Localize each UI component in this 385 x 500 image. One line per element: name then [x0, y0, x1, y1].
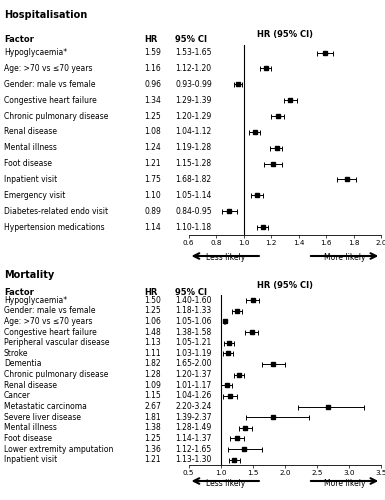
Text: Peripheral vascular disease: Peripheral vascular disease	[4, 338, 109, 347]
Text: Factor: Factor	[4, 35, 34, 44]
Text: 1.10-1.18: 1.10-1.18	[175, 222, 211, 232]
Text: 2.20-3.24: 2.20-3.24	[175, 402, 211, 411]
Text: Mental illness: Mental illness	[4, 144, 57, 152]
Text: 1.14: 1.14	[144, 222, 161, 232]
Text: 1.38: 1.38	[144, 424, 161, 432]
Text: 1.48: 1.48	[144, 328, 161, 336]
Text: 1.25: 1.25	[144, 306, 161, 316]
Text: 1.53-1.65: 1.53-1.65	[175, 48, 212, 57]
Text: Foot disease: Foot disease	[4, 434, 52, 443]
Text: Gender: male vs female: Gender: male vs female	[4, 306, 95, 316]
Text: Congestive heart failure: Congestive heart failure	[4, 96, 97, 104]
Text: 1.13: 1.13	[144, 338, 161, 347]
Text: Less likely: Less likely	[206, 254, 245, 262]
Text: 1.40-1.60: 1.40-1.60	[175, 296, 212, 304]
Text: Hypertension medications: Hypertension medications	[4, 222, 104, 232]
Text: More likely: More likely	[324, 478, 365, 488]
Text: 1.05-1.06: 1.05-1.06	[175, 317, 212, 326]
Text: HR (95% CI): HR (95% CI)	[257, 280, 313, 289]
Text: 0.93-0.99: 0.93-0.99	[175, 80, 212, 89]
Text: 1.05-1.14: 1.05-1.14	[175, 191, 211, 200]
Text: Less likely: Less likely	[206, 478, 245, 488]
Text: Severe liver disease: Severe liver disease	[4, 412, 81, 422]
Text: 1.05-1.21: 1.05-1.21	[175, 338, 211, 347]
Text: Chronic pulmonary disease: Chronic pulmonary disease	[4, 112, 108, 120]
Text: 1.38-1.58: 1.38-1.58	[175, 328, 211, 336]
Text: Lower extremity amputation: Lower extremity amputation	[4, 444, 113, 454]
Text: 1.08: 1.08	[144, 128, 161, 136]
Text: 1.16: 1.16	[144, 64, 161, 73]
Text: 1.82: 1.82	[144, 360, 161, 368]
Text: Diabetes-related endo visit: Diabetes-related endo visit	[4, 206, 108, 216]
Text: 1.15-1.28: 1.15-1.28	[175, 159, 211, 168]
Text: 1.13-1.30: 1.13-1.30	[175, 455, 211, 464]
Text: Inpatient visit: Inpatient visit	[4, 175, 57, 184]
Text: Mortality: Mortality	[4, 270, 54, 280]
Text: Metastatic carcinoma: Metastatic carcinoma	[4, 402, 87, 411]
Text: 1.24: 1.24	[144, 144, 161, 152]
Text: Hospitalisation: Hospitalisation	[4, 10, 87, 20]
Text: 1.09: 1.09	[144, 380, 161, 390]
Text: 1.14-1.37: 1.14-1.37	[175, 434, 211, 443]
Text: Factor: Factor	[4, 288, 34, 297]
Text: 0.89: 0.89	[144, 206, 161, 216]
Text: 0.84-0.95: 0.84-0.95	[175, 206, 212, 216]
Text: 1.04-1.26: 1.04-1.26	[175, 392, 211, 400]
Text: 1.20-1.29: 1.20-1.29	[175, 112, 211, 120]
Text: Renal disease: Renal disease	[4, 380, 57, 390]
Text: 1.39-2.37: 1.39-2.37	[175, 412, 212, 422]
Text: 1.19-1.28: 1.19-1.28	[175, 144, 211, 152]
Text: 1.01-1.17: 1.01-1.17	[175, 380, 211, 390]
Text: HR: HR	[144, 35, 158, 44]
Text: 1.59: 1.59	[144, 48, 161, 57]
Text: More likely: More likely	[324, 254, 365, 262]
Text: 1.18-1.33: 1.18-1.33	[175, 306, 211, 316]
Text: 1.29-1.39: 1.29-1.39	[175, 96, 211, 104]
Text: Hypoglycaemia*: Hypoglycaemia*	[4, 296, 67, 304]
Text: Chronic pulmonary disease: Chronic pulmonary disease	[4, 370, 108, 379]
Text: 1.81: 1.81	[144, 412, 161, 422]
Text: Inpatient visit: Inpatient visit	[4, 455, 57, 464]
Text: 2.67: 2.67	[144, 402, 161, 411]
Text: 95% CI: 95% CI	[175, 35, 207, 44]
Text: Age: >70 vs ≤70 years: Age: >70 vs ≤70 years	[4, 64, 92, 73]
Text: 1.34: 1.34	[144, 96, 161, 104]
Text: Foot disease: Foot disease	[4, 159, 52, 168]
Text: Mental illness: Mental illness	[4, 424, 57, 432]
Text: 1.25: 1.25	[144, 112, 161, 120]
Text: Renal disease: Renal disease	[4, 128, 57, 136]
Text: Gender: male vs female: Gender: male vs female	[4, 80, 95, 89]
Text: 1.03-1.19: 1.03-1.19	[175, 349, 211, 358]
Text: 1.25: 1.25	[144, 434, 161, 443]
Text: 1.20-1.37: 1.20-1.37	[175, 370, 211, 379]
Text: 1.12-1.65: 1.12-1.65	[175, 444, 211, 454]
Text: Dementia: Dementia	[4, 360, 41, 368]
Text: 1.21: 1.21	[144, 159, 161, 168]
Text: Age: >70 vs ≤70 years: Age: >70 vs ≤70 years	[4, 317, 92, 326]
Text: HR (95% CI): HR (95% CI)	[257, 30, 313, 39]
Text: 1.75: 1.75	[144, 175, 161, 184]
Text: 0.96: 0.96	[144, 80, 161, 89]
Text: 1.11: 1.11	[144, 349, 161, 358]
Text: 95% CI: 95% CI	[175, 288, 207, 297]
Text: 1.65-2.00: 1.65-2.00	[175, 360, 212, 368]
Text: Emergency visit: Emergency visit	[4, 191, 65, 200]
Text: 1.28: 1.28	[144, 370, 161, 379]
Text: 1.06: 1.06	[144, 317, 161, 326]
Text: Stroke: Stroke	[4, 349, 28, 358]
Text: 1.50: 1.50	[144, 296, 161, 304]
Text: HR: HR	[144, 288, 158, 297]
Text: 1.36: 1.36	[144, 444, 161, 454]
Text: 1.68-1.82: 1.68-1.82	[175, 175, 211, 184]
Text: Congestive heart failure: Congestive heart failure	[4, 328, 97, 336]
Text: 1.12-1.20: 1.12-1.20	[175, 64, 211, 73]
Text: Hypoglycaemia*: Hypoglycaemia*	[4, 48, 67, 57]
Text: 1.04-1.12: 1.04-1.12	[175, 128, 211, 136]
Text: 1.15: 1.15	[144, 392, 161, 400]
Text: Cancer: Cancer	[4, 392, 31, 400]
Text: 1.10: 1.10	[144, 191, 161, 200]
Text: 1.28-1.49: 1.28-1.49	[175, 424, 211, 432]
Text: 1.21: 1.21	[144, 455, 161, 464]
